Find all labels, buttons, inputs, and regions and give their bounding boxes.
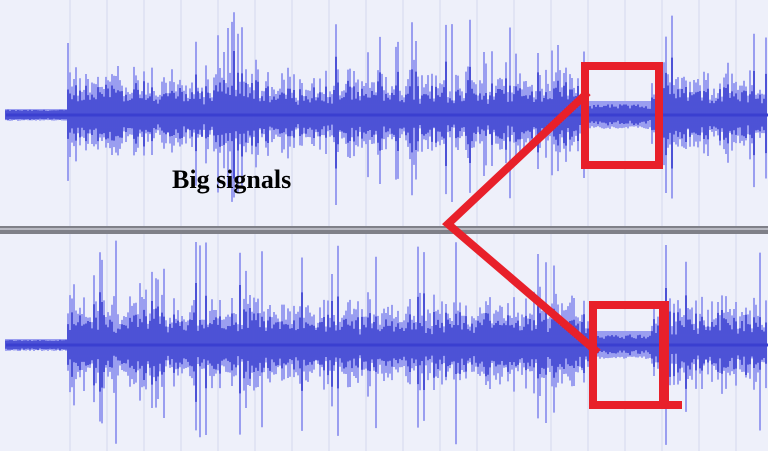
annotation-text: Big signals — [172, 165, 291, 194]
track-divider-highlight — [0, 228, 768, 230]
time-grid — [69, 0, 737, 451]
grid-lines — [69, 0, 737, 451]
highlight-box-top — [581, 62, 663, 169]
annotation-shapes — [442, 62, 682, 409]
annotation-arrows — [442, 89, 601, 356]
waveforms — [5, 12, 768, 445]
